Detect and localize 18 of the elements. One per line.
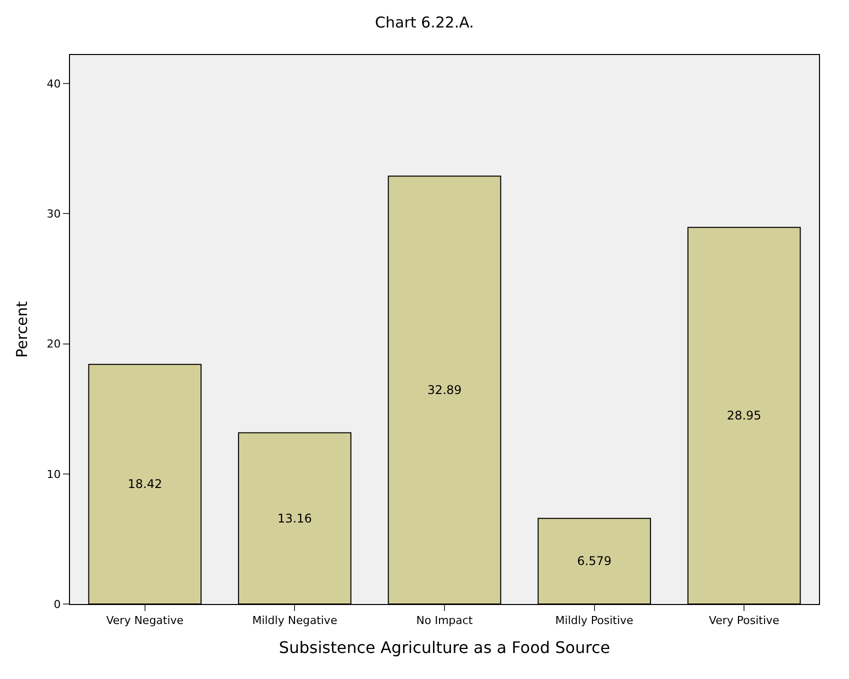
- x-tick-label: No Impact: [416, 614, 474, 628]
- chart-title: Chart 6.22.A.: [375, 13, 474, 32]
- y-axis-title: Percent: [13, 301, 32, 358]
- data-label: 28.95: [726, 408, 762, 423]
- data-label: 13.16: [278, 511, 312, 526]
- data-label: 18.42: [128, 477, 162, 492]
- x-tick-label: Mildly Positive: [555, 614, 634, 628]
- data-label: 32.89: [427, 383, 462, 398]
- x-tick-label: Mildly Negative: [252, 614, 338, 628]
- y-tick-label: 20: [46, 338, 61, 351]
- y-tick-label: 10: [46, 468, 61, 481]
- x-axis-title: Subsistence Agriculture as a Food Source: [278, 638, 610, 657]
- y-tick-label: 0: [54, 598, 61, 611]
- x-tick-label: Very Negative: [106, 614, 184, 628]
- y-tick-label: 40: [46, 77, 61, 90]
- x-tick-label: Very Positive: [708, 614, 780, 628]
- data-label: 6.579: [577, 554, 612, 568]
- y-tick-label: 30: [46, 208, 61, 221]
